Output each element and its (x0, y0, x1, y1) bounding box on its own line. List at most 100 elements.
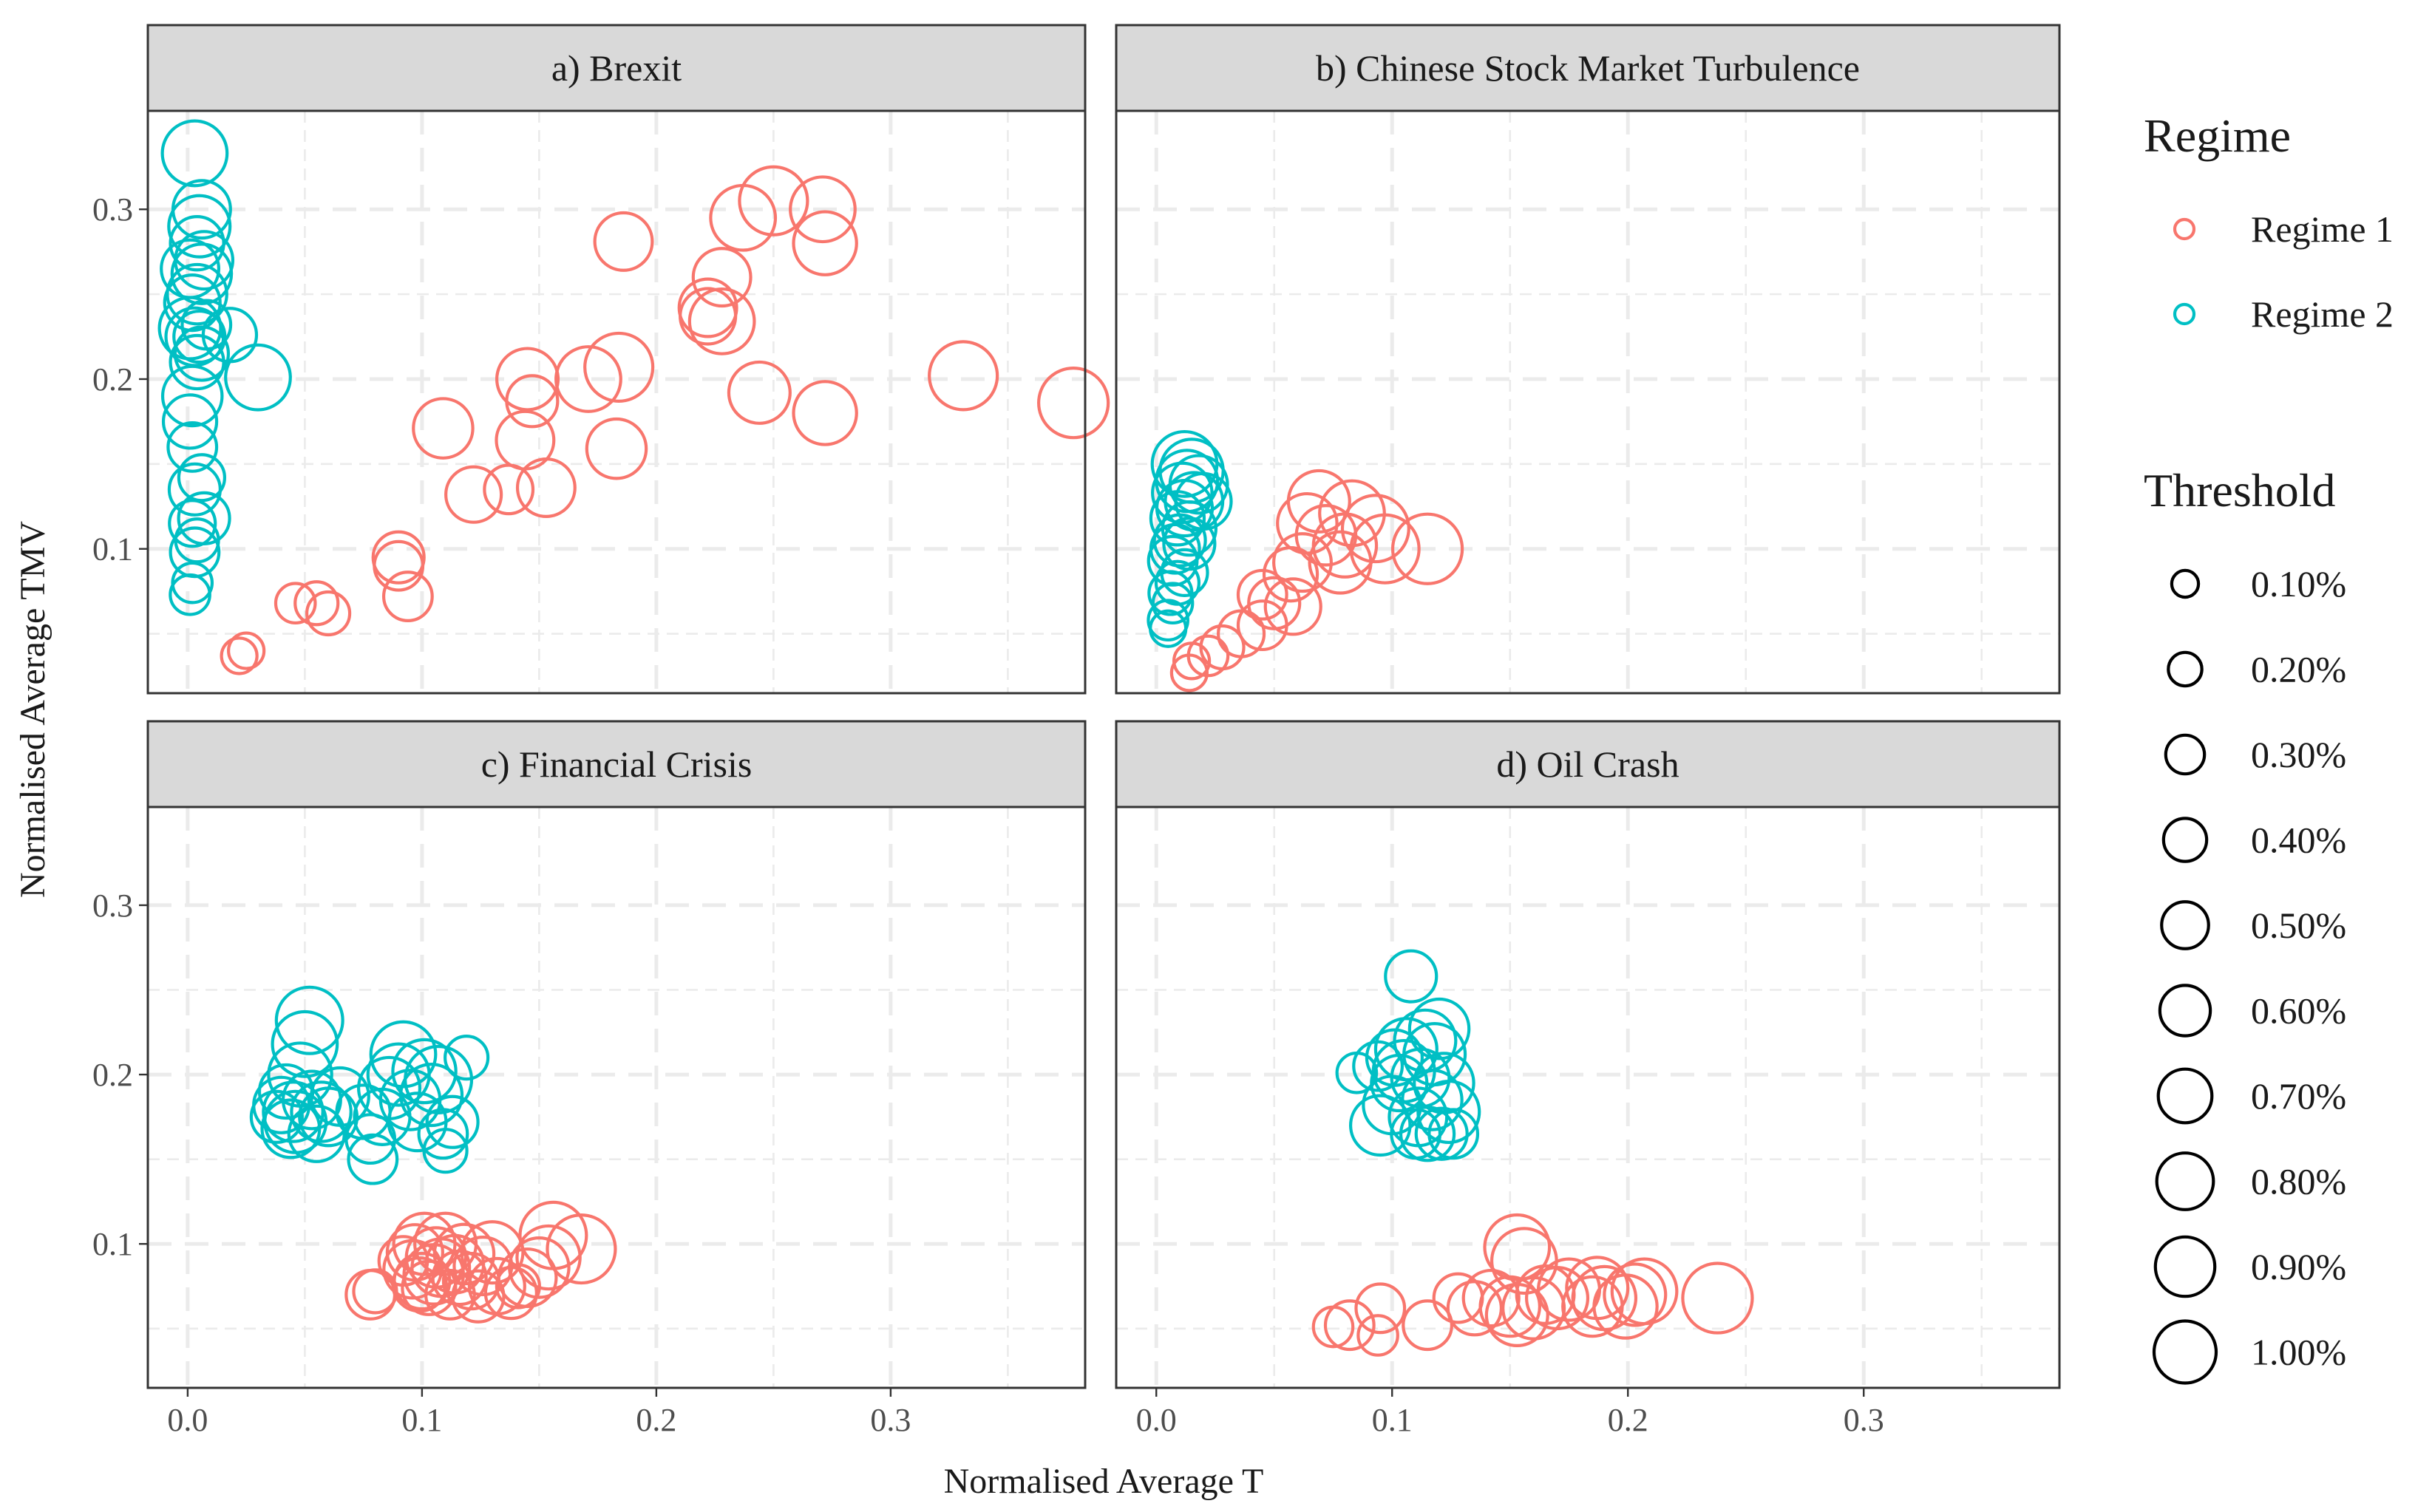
data-point-regime-2 (1407, 997, 1471, 1060)
data-point-regime-2 (172, 309, 227, 364)
data-point-regime-2 (160, 238, 221, 299)
data-point-regime-1 (585, 417, 648, 480)
data-point-regime-1 (227, 631, 266, 670)
data-point-regime-2 (399, 1063, 464, 1128)
x-tick-label: 0.0 (167, 1402, 208, 1438)
panel-background (1116, 111, 2059, 693)
data-point-regime-1 (738, 165, 809, 236)
legend-size-key (2158, 984, 2212, 1038)
data-point-regime-2 (167, 194, 232, 259)
data-point-regime-1 (1323, 1299, 1376, 1352)
data-point-regime-1 (497, 1247, 558, 1309)
x-tick-label: 0.2 (636, 1402, 676, 1438)
data-point-regime-1 (1263, 577, 1322, 636)
data-point-regime-2 (1154, 559, 1201, 606)
data-point-regime-2 (173, 325, 231, 382)
panel-title: b) Chinese Stock Market Turbulence (1316, 47, 1860, 89)
x-tick-label: 0.2 (1608, 1402, 1648, 1438)
data-point-regime-1 (274, 582, 317, 625)
data-point-regime-2 (249, 1089, 304, 1144)
data-point-regime-2 (171, 561, 214, 605)
data-point-regime-1 (1478, 1275, 1542, 1338)
data-point-regime-2 (166, 262, 228, 326)
panel-title: d) Oil Crash (1496, 743, 1679, 785)
data-point-regime-2 (274, 985, 344, 1055)
data-point-regime-1 (546, 1213, 617, 1285)
regime-legend-title: Regime (2144, 109, 2291, 162)
data-point-regime-1 (293, 580, 340, 627)
data-point-regime-2 (1427, 1108, 1480, 1160)
panel-1: a) Brexit 0.1 0.2 0.3 (92, 24, 1110, 695)
data-point-regime-2 (444, 1035, 490, 1081)
data-point-regime-1 (1461, 1268, 1521, 1328)
legend-key-regime-2 (2173, 302, 2196, 326)
data-point-regime-2 (163, 273, 222, 333)
legend-label-regime: Regime 1 (2251, 208, 2394, 250)
data-point-regime-1 (1483, 1213, 1552, 1281)
data-point-regime-2 (170, 242, 234, 305)
data-point-regime-1 (1272, 532, 1333, 593)
data-point-regime-1 (381, 571, 434, 622)
data-point-regime-1 (1603, 1262, 1668, 1327)
data-point-regime-1 (1592, 1273, 1659, 1340)
data-point-regime-1 (1390, 512, 1464, 585)
panel-strip (1115, 720, 2061, 808)
y-tick-label: 0.1 (92, 531, 133, 568)
data-point-regime-1 (1402, 1299, 1453, 1352)
data-point-regime-1 (1286, 469, 1351, 534)
data-point-regime-1 (1037, 367, 1110, 440)
data-point-regime-1 (687, 287, 756, 355)
data-point-regime-2 (1416, 1079, 1481, 1145)
data-point-regime-1 (1524, 1266, 1590, 1331)
data-point-regime-1 (1276, 491, 1339, 555)
x-tick-label: 0.3 (870, 1402, 911, 1438)
data-point-regime-1 (928, 340, 999, 412)
data-point-regime-1 (792, 380, 858, 446)
data-point-regime-2 (1365, 1028, 1424, 1087)
data-point-regime-1 (1236, 568, 1288, 621)
legend-label-threshold: 0.60% (2251, 990, 2346, 1032)
y-tick-label: 0.3 (92, 191, 133, 228)
data-point-regime-1 (371, 530, 426, 585)
data-point-regime-1 (789, 175, 857, 244)
legend-label-threshold: 0.80% (2251, 1161, 2346, 1202)
legend-size-key (2152, 1319, 2218, 1385)
data-point-regime-1 (505, 374, 560, 429)
data-point-regime-2 (1348, 1094, 1412, 1157)
y-tick-label: 0.1 (92, 1226, 133, 1262)
legend-label-threshold: 1.00% (2251, 1332, 2346, 1373)
panels: a) Brexit 0.1 0.2 0.3 b) Chinese Stock Marke… (92, 24, 2061, 1438)
legend-size-key (2164, 733, 2207, 776)
data-point-regime-1 (1354, 1282, 1407, 1335)
data-point-regime-2 (161, 393, 219, 450)
legend-size-key (2170, 568, 2201, 599)
data-point-regime-1 (1356, 1314, 1399, 1357)
legend-label-threshold: 0.10% (2251, 563, 2346, 605)
data-point-regime-2 (1160, 548, 1209, 597)
y-tick-label: 0.3 (92, 888, 133, 924)
data-point-regime-2 (1384, 949, 1439, 1004)
x-tick-label: 0.1 (1372, 1402, 1413, 1438)
legend-size-key (2160, 900, 2210, 950)
data-point-regime-2 (422, 1128, 469, 1174)
threshold-legend-title: Threshold (2144, 464, 2336, 517)
data-point-regime-1 (432, 1222, 496, 1286)
data-point-regime-2 (347, 1133, 399, 1185)
x-tick-label: 0.3 (1844, 1402, 1884, 1438)
data-point-regime-2 (1414, 1106, 1469, 1161)
regime-legend-entries: Regime 1 Regime 2 (2173, 208, 2394, 335)
data-point-regime-2 (271, 1009, 339, 1078)
panel-strip (1115, 24, 2061, 112)
y-axis-title: Normalised Average TMV (13, 521, 52, 898)
data-point-regime-1 (1340, 494, 1410, 564)
data-point-regime-1 (593, 211, 654, 272)
legend-label-threshold: 0.50% (2251, 905, 2346, 946)
data-point-regime-1 (220, 636, 259, 675)
data-point-regime-1 (1681, 1261, 1754, 1335)
legend-label-threshold: 0.70% (2251, 1075, 2346, 1117)
panel-strip (146, 24, 1087, 112)
panel-background (148, 807, 1085, 1388)
legend-size-key (2156, 1067, 2214, 1125)
legend-label-threshold: 0.90% (2251, 1246, 2346, 1287)
data-point-regime-2 (287, 1104, 346, 1163)
